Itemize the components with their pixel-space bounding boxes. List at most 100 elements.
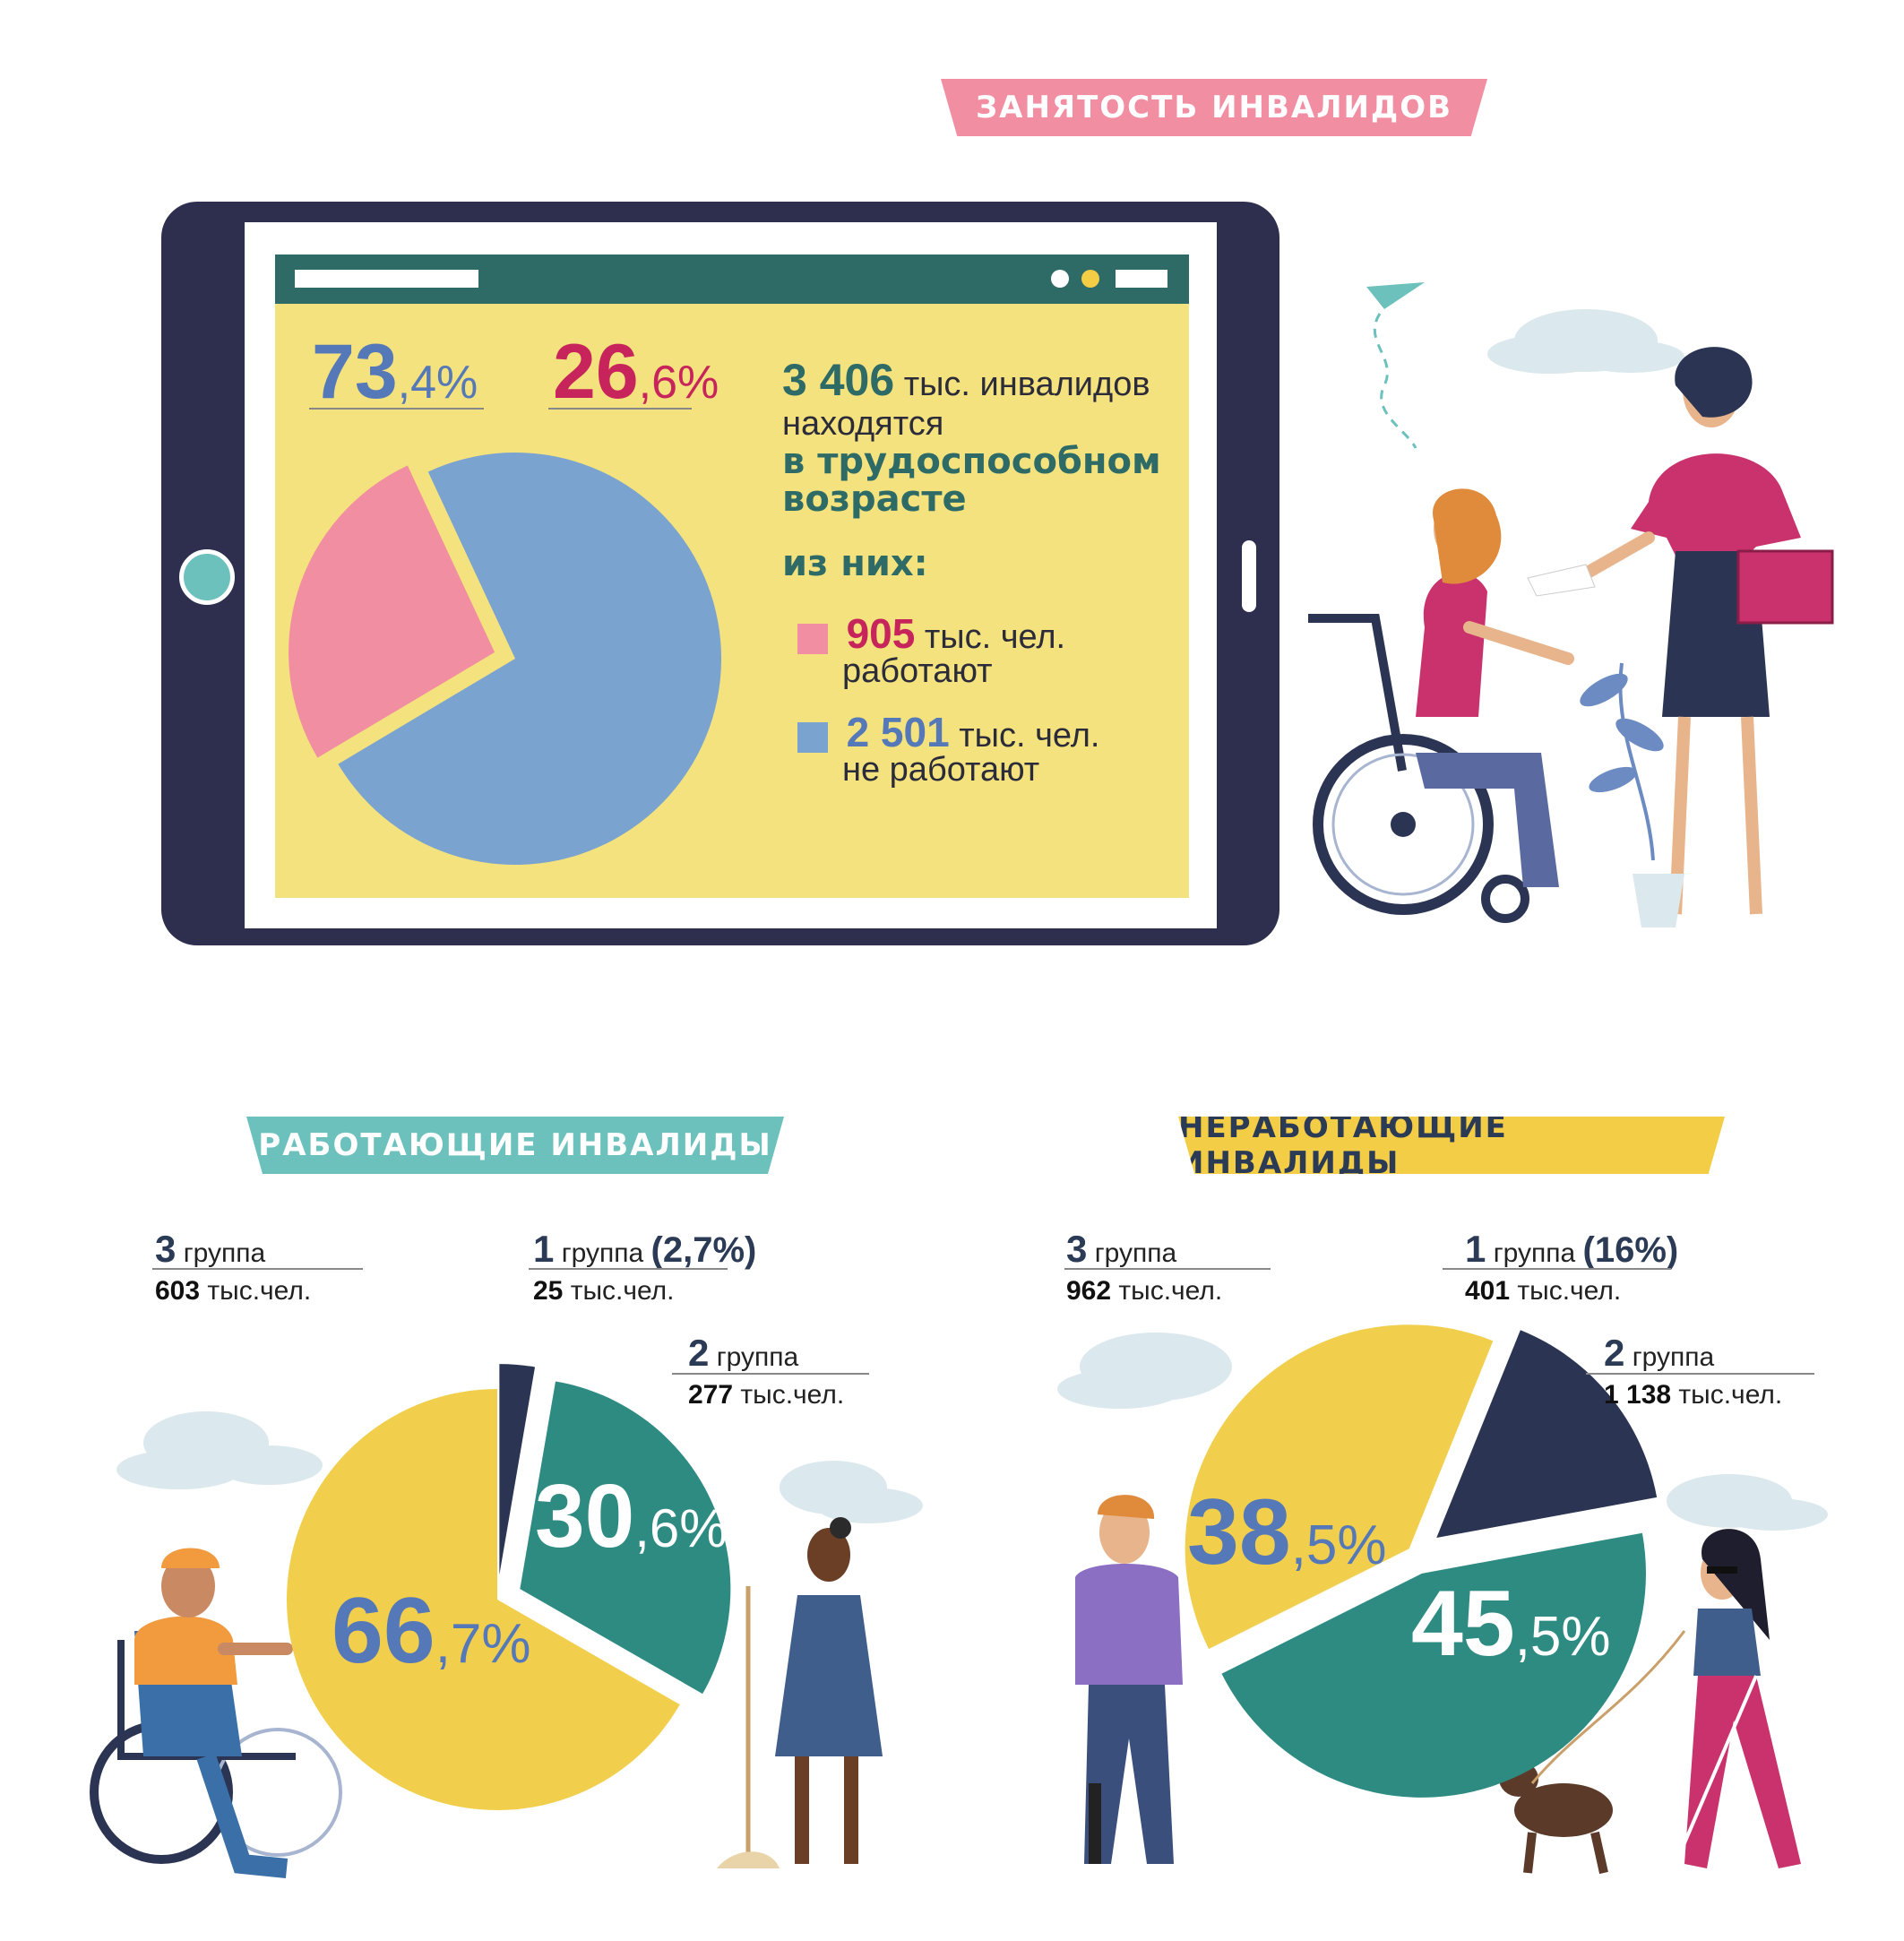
percent-big: 30 (535, 1466, 635, 1566)
legend-not-working: 2 501 тыс. чел. (797, 708, 1099, 756)
cloud-icon (116, 1411, 323, 1489)
not-working-percent-label: 73,4% (312, 333, 478, 410)
cloud-icon (780, 1461, 923, 1523)
total-text: тыс. инвалидов (903, 366, 1150, 403)
tablet-side-button (1242, 540, 1256, 612)
working-group2-percent: 30,6% (535, 1471, 728, 1561)
group-percent-note: (16%) (1582, 1230, 1679, 1270)
group-abs-number: 277 (688, 1380, 734, 1410)
working-text: работают (842, 652, 993, 690)
working-group3-label: 3 группа 603 тыс.чел. (155, 1228, 311, 1307)
percent-small: ,5% (1290, 1514, 1387, 1576)
leader-line (548, 408, 692, 410)
not-working-percent-big: 73 (312, 329, 398, 415)
group-abs-unit: тыс.чел. (740, 1380, 845, 1410)
leader-line (152, 1268, 363, 1270)
page-title: ЗАНЯТОСТЬ ИНВАЛИДОВ (941, 79, 1487, 136)
not-working-group2-percent: 45,5% (1411, 1577, 1611, 1670)
leader-line (1443, 1268, 1671, 1270)
group-abs-number: 1 138 (1604, 1380, 1672, 1410)
percent-small: ,5% (1514, 1606, 1611, 1668)
address-bar (295, 270, 478, 288)
total-value: 3 406 (782, 355, 895, 405)
group-number: 2 (1604, 1332, 1625, 1374)
working-group2-label: 2 группа 277 тыс.чел. (688, 1332, 844, 1410)
working-value: 905 (846, 610, 916, 657)
working-groups-pie-chart (286, 1364, 731, 1810)
working-section-title: РАБОТАЮЩИЕ ИНВАЛИДЫ (246, 1117, 784, 1174)
group-abs-number: 603 (155, 1276, 201, 1306)
legend-swatch-blue (797, 721, 828, 753)
not-working-value: 2 501 (846, 709, 950, 755)
group-abs-number: 962 (1066, 1276, 1112, 1306)
not-working-text: не работают (842, 751, 1040, 789)
group-number: 3 (155, 1228, 177, 1270)
not-working-group3-percent: 38,5% (1187, 1486, 1387, 1579)
group-word: группа (716, 1342, 799, 1372)
cloud-icon (1667, 1474, 1828, 1531)
percent-big: 38 (1187, 1480, 1291, 1584)
group-number: 3 (1066, 1228, 1088, 1270)
cloud-icon (1057, 1333, 1232, 1409)
cleaner-woman-illustration (717, 1517, 883, 1868)
summary-line-4: возрасте (782, 479, 967, 520)
group-word: группа (1094, 1238, 1177, 1268)
prosthetic-man-illustration (1075, 1495, 1183, 1864)
paper-plane-icon (1366, 282, 1425, 449)
group-abs-unit: тыс.чел. (570, 1276, 675, 1306)
plant-illustration (1580, 662, 1684, 927)
window-dot-yellow (1081, 270, 1099, 288)
not-working-group2-label: 2 группа 1 138 тыс.чел. (1604, 1332, 1782, 1410)
group-number: 1 (533, 1228, 555, 1270)
group-abs-number: 25 (533, 1276, 564, 1306)
not-working-group3-label: 3 группа 962 тыс.чел. (1066, 1228, 1222, 1307)
window-button (1116, 270, 1167, 288)
group-abs-unit: тыс.чел. (1678, 1380, 1783, 1410)
working-group1-label: 1 группа (2,7%) 25 тыс.чел. (533, 1228, 756, 1307)
group-percent-note: (2,7%) (650, 1230, 757, 1270)
working-group3-percent: 66,7% (332, 1584, 531, 1678)
cloud-icon (1487, 309, 1684, 374)
working-unit: тыс. чел. (924, 618, 1066, 656)
not-working-section-title: НЕРАБОТАЮЩИЕ ИНВАЛИДЫ (1178, 1117, 1725, 1174)
not-working-unit: тыс. чел. (959, 717, 1100, 755)
employment-pie-chart (289, 452, 722, 865)
working-percent-label: 26,6% (553, 333, 719, 410)
summary-line-3: в трудоспособном (782, 441, 1161, 482)
group-number: 2 (688, 1332, 710, 1374)
window-dot-white (1051, 270, 1069, 288)
legend-swatch-pink (797, 623, 828, 654)
leader-line (672, 1373, 869, 1375)
group-abs-unit: тыс.чел. (1118, 1276, 1223, 1306)
group-abs-unit: тыс.чел. (1517, 1276, 1622, 1306)
not-working-percent-small: ,4% (397, 357, 478, 409)
working-percent-big: 26 (553, 329, 639, 415)
leader-line (529, 1268, 728, 1270)
pie-slice-group-2 (520, 1381, 731, 1695)
group-word: группа (1632, 1342, 1715, 1372)
legend-working: 905 тыс. чел. (797, 609, 1065, 658)
not-working-groups-pie-chart (1185, 1324, 1658, 1798)
group-number: 1 (1465, 1228, 1486, 1270)
not-working-group1-label: 1 группа (16%) 401 тыс.чел. (1465, 1228, 1678, 1307)
group-word: группа (183, 1238, 266, 1268)
tablet-home-button (179, 549, 235, 605)
pie-slice-group-3 (286, 1389, 680, 1810)
leader-line (1586, 1373, 1814, 1375)
standing-woman-illustration (1527, 347, 1834, 915)
pie-slice-not-working (338, 452, 722, 865)
leader-line (1064, 1268, 1271, 1270)
group-word: группа (561, 1238, 644, 1268)
pie-slice-group-2 (1221, 1532, 1646, 1798)
pie-slice-group-3 (1185, 1324, 1494, 1650)
blind-woman-with-dog-illustration (1499, 1529, 1801, 1875)
pie-slice-group-1 (1436, 1330, 1658, 1539)
wheelchair-worker-illustration (90, 1548, 342, 1878)
working-percent-small: ,6% (638, 357, 719, 409)
percent-small: ,6% (634, 1498, 728, 1558)
wheelchair-user-illustration (1308, 488, 1574, 923)
percent-small: ,7% (435, 1613, 531, 1675)
leader-line (309, 408, 484, 410)
browser-toolbar (275, 254, 1189, 304)
